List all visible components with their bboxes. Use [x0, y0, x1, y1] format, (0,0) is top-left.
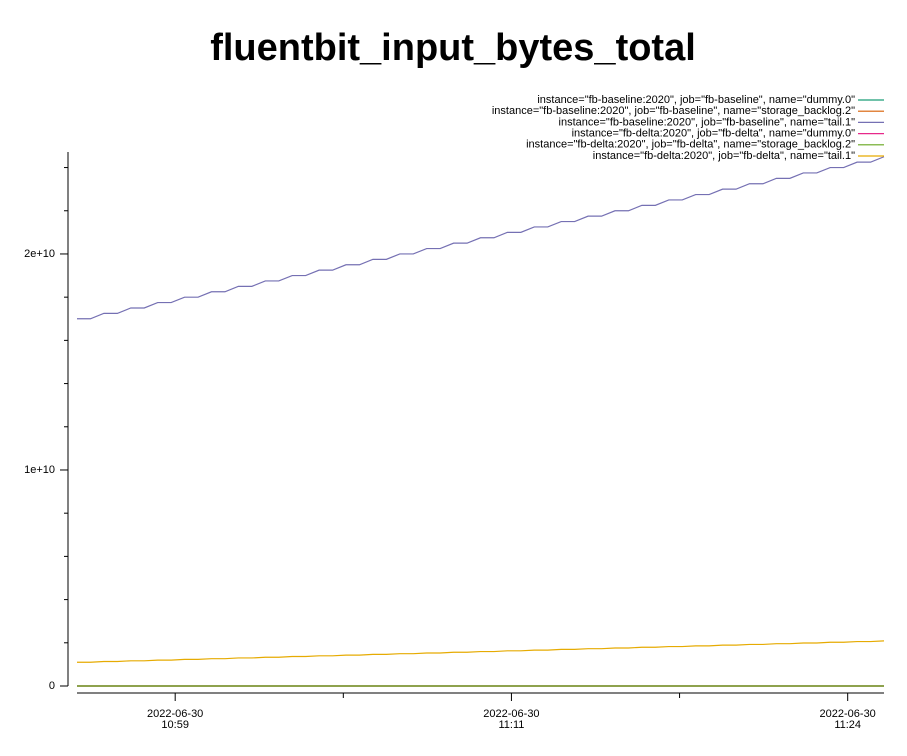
- x-tick-label: 2022-06-30 11:11: [483, 708, 540, 731]
- legend-label: instance="fb-baseline:2020", job="fb-bas…: [537, 94, 855, 106]
- chart-title: fluentbit_input_bytes_total: [210, 27, 696, 69]
- series-line: [77, 640, 885, 663]
- legend-label: instance="fb-delta:2020", job="fb-delta"…: [526, 139, 855, 151]
- legend-label: instance="fb-baseline:2020", job="fb-bas…: [559, 116, 856, 128]
- y-tick-label: 1e+10: [24, 464, 55, 476]
- legend-label: instance="fb-delta:2020", job="fb-delta"…: [593, 150, 855, 162]
- series-line: [77, 156, 885, 320]
- x-tick-label: 2022-06-30 11:24: [819, 708, 876, 731]
- legend-label: instance="fb-delta:2020", job="fb-delta"…: [572, 128, 856, 140]
- y-tick-label: 0: [49, 680, 55, 692]
- legend-label: instance="fb-baseline:2020", job="fb-bas…: [492, 105, 855, 117]
- x-tick-label: 2022-06-30 10:59: [147, 708, 204, 731]
- y-tick-label: 2e+10: [24, 248, 55, 260]
